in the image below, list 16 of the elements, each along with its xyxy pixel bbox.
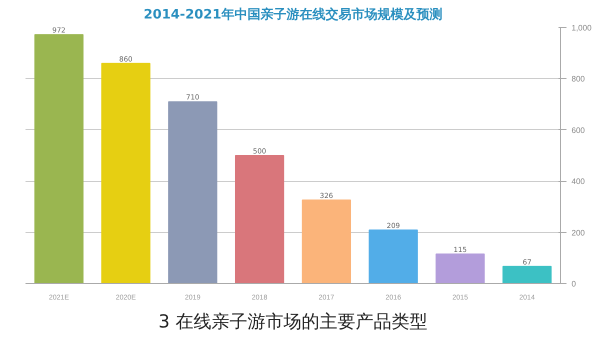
bar — [368, 229, 418, 284]
y-tick-label: 400 — [572, 177, 586, 186]
bar — [168, 101, 218, 284]
bar — [101, 62, 150, 284]
chart-title: 2014-2021年中国亲子游在线交易市场规模及预测 — [144, 6, 442, 22]
bar — [502, 266, 552, 284]
text: 3 在线亲子游市场的主要产品类型 — [158, 312, 428, 332]
y-tick-label: 600 — [572, 126, 586, 135]
y-tick-label: 200 — [572, 228, 586, 238]
y-tick-label: 1,000 — [572, 24, 592, 32]
bar — [34, 34, 84, 284]
bar — [234, 155, 284, 284]
bar — [302, 200, 352, 284]
y-tick-label: 800 — [572, 74, 586, 84]
y-tick-label: 0 — [572, 280, 576, 288]
bar — [436, 254, 485, 284]
